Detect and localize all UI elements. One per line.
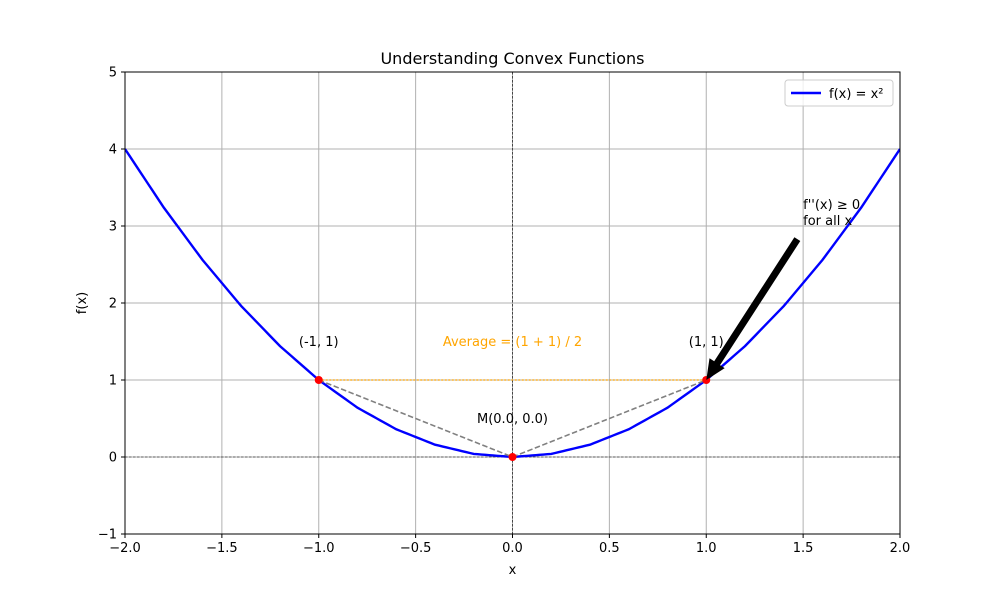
chord-line — [512, 379, 707, 458]
arrow-pointer — [706, 237, 801, 380]
x-axis-label: x — [509, 563, 517, 578]
legend-box — [784, 79, 894, 107]
highlight-point — [508, 453, 517, 461]
x-tick-label: 1.0 — [696, 541, 717, 556]
x-tick-label: −0.5 — [400, 541, 432, 556]
highlight-point — [314, 376, 323, 384]
legend-label: f(x) = x² — [829, 87, 883, 102]
point-label: M(0.0, 0.0) — [477, 412, 548, 427]
chord-line — [318, 379, 513, 458]
y-axis-label: f(x) — [75, 292, 90, 314]
axis-ticks: −2.0 −1.5 −1.0 −0.5 0.0 0.5 1.0 1.5 2.0 −1 0 1 2 3 4 5 — [98, 66, 911, 557]
convexity-note-line: f''(x) ≥ 0 — [803, 198, 860, 213]
y-tick-label: 1 — [109, 374, 117, 389]
y-tick-label: 5 — [109, 66, 117, 81]
x-tick-label: −1.0 — [303, 541, 335, 556]
x-tick-label: −1.5 — [206, 541, 238, 556]
point-label: (-1, 1) — [299, 335, 339, 350]
x-tick-label: 1.5 — [793, 541, 814, 556]
y-tick-label: −1 — [98, 528, 117, 543]
y-tick-label: 3 — [109, 220, 117, 235]
y-tick-label: 2 — [109, 297, 117, 312]
y-tick-label: 4 — [109, 143, 117, 158]
plot-content — [125, 148, 900, 461]
y-tick-label: 0 — [109, 451, 117, 466]
point-label: (1, 1) — [689, 335, 724, 350]
x-tick-label: 0.0 — [502, 541, 523, 556]
convexity-note-line: for all x — [803, 214, 852, 229]
x-tick-label: 0.5 — [599, 541, 620, 556]
x-tick-label: −2.0 — [109, 541, 141, 556]
legend: f(x) = x² — [784, 79, 894, 107]
average-label: Average = (1 + 1) / 2 — [443, 335, 582, 350]
x-tick-label: 2.0 — [890, 541, 911, 556]
chart-title: Understanding Convex Functions — [380, 49, 644, 68]
annotations: (-1, 1) M(0.0, 0.0) (1, 1) Average = (1 + 1… — [299, 198, 860, 427]
